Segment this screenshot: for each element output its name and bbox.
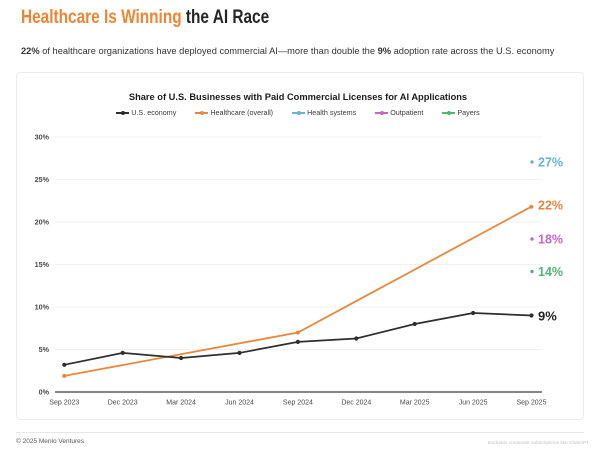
- svg-text:Jun 2024: Jun 2024: [225, 400, 254, 407]
- svg-text:30%: 30%: [35, 133, 50, 142]
- svg-text:Dec 2023: Dec 2023: [108, 400, 138, 407]
- svg-text:Sep 2025: Sep 2025: [517, 400, 547, 407]
- svg-text:22%: 22%: [538, 199, 563, 213]
- svg-text:Sep 2023: Sep 2023: [49, 400, 79, 407]
- svg-text:14%: 14%: [538, 265, 563, 279]
- svg-text:Dec 2024: Dec 2024: [341, 400, 371, 407]
- svg-text:10%: 10%: [35, 303, 50, 312]
- svg-text:5%: 5%: [39, 345, 50, 354]
- svg-text:25%: 25%: [35, 175, 50, 184]
- svg-text:Sep 2024: Sep 2024: [283, 400, 313, 407]
- svg-text:15%: 15%: [35, 260, 50, 269]
- svg-text:9%: 9%: [538, 309, 557, 324]
- svg-text:Mar 2024: Mar 2024: [166, 400, 196, 407]
- svg-text:Mar 2025: Mar 2025: [400, 400, 430, 407]
- svg-text:20%: 20%: [35, 218, 50, 227]
- svg-text:18%: 18%: [538, 233, 563, 247]
- svg-text:0%: 0%: [39, 388, 50, 397]
- svg-text:27%: 27%: [538, 156, 563, 170]
- svg-text:Jun 2025: Jun 2025: [459, 400, 488, 407]
